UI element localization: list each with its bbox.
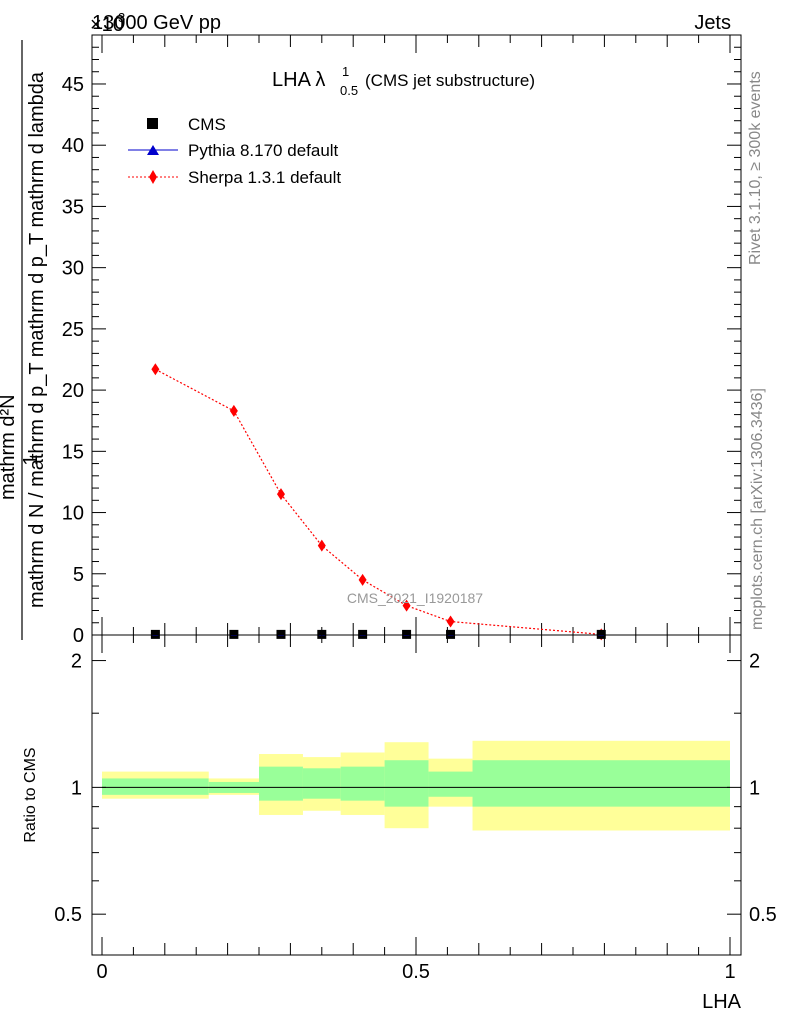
main-y-tick-label-7: 35 — [62, 196, 84, 218]
ratio-uncertainty-bands — [102, 740, 730, 831]
sherpa-point-5 — [402, 599, 411, 612]
plot-title-sub: 0.5 — [340, 83, 358, 98]
legend-label-pythia: Pythia 8.170 default — [188, 141, 339, 160]
cms-point-4 — [358, 629, 368, 639]
main-y-tick-label-4: 20 — [62, 380, 84, 402]
ratio-y-tick-label-right-2: 2 — [749, 651, 760, 673]
process-title: Jets — [694, 12, 731, 34]
ratio-x-ticks: 0 0.5 1 — [96, 635, 736, 983]
energy-title: 13000 GeV pp — [92, 12, 221, 34]
plot-title-sup: 1 — [342, 64, 349, 79]
main-plot-panel: 0 5 10 15 20 25 30 35 40 45 LHA λ 1 0.5 (CMS jet … — [62, 34, 742, 647]
sherpa-point-1 — [229, 404, 238, 417]
ratio-y-tick-label-1: 1 — [71, 777, 82, 799]
ratio-x-tick-label-1: 0.5 — [402, 961, 430, 983]
ratio-y-axis-label: Ratio to CMS — [22, 747, 39, 842]
sherpa-point-3 — [317, 539, 326, 552]
main-y-tick-label-6: 30 — [62, 258, 84, 280]
ratio-y-ticks: 0.5 0.5 1 1 2 2 — [54, 651, 777, 927]
ratio-x-tick-label-0: 0 — [96, 961, 107, 983]
cms-point-3 — [317, 629, 327, 639]
legend-marker-cms — [147, 118, 158, 129]
y-label-numerator-text: mathrm d²N — [0, 394, 19, 500]
main-y-tick-label-9: 45 — [62, 74, 84, 96]
main-y-ticks: 0 5 10 15 20 25 30 35 40 45 — [62, 46, 741, 647]
ratio-plot-panel: 0.5 0.51 12 2 0 0.5 1 — [54, 634, 777, 983]
legend: CMS Pythia 8.170 default Sherpa 1.3.1 de… — [128, 115, 341, 187]
ratio-y-tick-label-right-1: 1 — [749, 777, 760, 799]
ratio-y-tick-label-2: 2 — [71, 651, 82, 673]
ratio-y-tick-label-right-0: 0.5 — [749, 904, 777, 926]
green-band-0 — [102, 778, 209, 795]
main-y-tick-label-2: 10 — [62, 503, 84, 525]
x-axis-label: LHA — [702, 991, 742, 1013]
sherpa-line — [155, 368, 602, 635]
y-label-denominator: mathrm d N / mathrm d p_T mathrm d p_T m… — [26, 71, 48, 608]
plot-title-suffix: (CMS jet substructure) — [365, 71, 535, 90]
ratio-x-tick-label-2: 1 — [724, 961, 735, 983]
rivet-version-label: Rivet 3.1.10, ≥ 300k events — [747, 71, 764, 265]
y-label-numerator: mathrm d²N — [0, 394, 19, 500]
cms-point-0 — [150, 629, 160, 639]
main-y-tick-label-3: 15 — [62, 441, 84, 463]
green-band-5 — [384, 760, 429, 807]
main-y-tick-label-5: 25 — [62, 319, 84, 341]
legend-label-sherpa: Sherpa 1.3.1 default — [188, 168, 341, 187]
axis-exponent-power: 3 — [118, 10, 125, 25]
main-y-tick-label-8: 40 — [62, 135, 84, 157]
legend-marker-sherpa — [149, 170, 157, 184]
green-band-3 — [302, 768, 341, 799]
y-label-one: 1 — [20, 454, 42, 465]
mcplots-reference-label: mcplots.cern.ch [arXiv:1306.3436] — [749, 388, 766, 630]
plot-title: LHA λ — [272, 69, 325, 91]
green-band-2 — [259, 766, 303, 801]
cms-point-5 — [402, 629, 412, 639]
sherpa-point-6 — [446, 615, 455, 628]
sherpa-point-0 — [151, 363, 160, 376]
main-y-tick-label-1: 5 — [73, 564, 84, 586]
legend-marker-pythia — [147, 145, 159, 155]
analysis-watermark: CMS_2021_I1920187 — [347, 590, 483, 606]
cms-point-7 — [596, 629, 606, 639]
main-series — [150, 363, 606, 641]
main-y-axis-label: 1 mathrm d²N mathrm d N / mathrm d p_T m… — [0, 40, 48, 640]
sherpa-point-4 — [358, 573, 367, 586]
main-y-tick-label-0: 0 — [73, 625, 84, 647]
cms-point-1 — [229, 629, 239, 639]
plot-title-main: LHA λ — [272, 69, 325, 91]
green-band-7 — [472, 760, 730, 807]
cms-point-2 — [276, 629, 286, 639]
cms-point-6 — [446, 629, 456, 639]
axis-exponent-label: ×10 — [90, 14, 124, 36]
green-band-4 — [340, 766, 385, 801]
ratio-y-tick-label-0: 0.5 — [54, 904, 82, 926]
main-x-ticks — [101, 35, 731, 635]
sherpa-point-2 — [276, 488, 285, 501]
legend-label-cms: CMS — [188, 115, 226, 134]
green-band-6 — [428, 771, 473, 797]
